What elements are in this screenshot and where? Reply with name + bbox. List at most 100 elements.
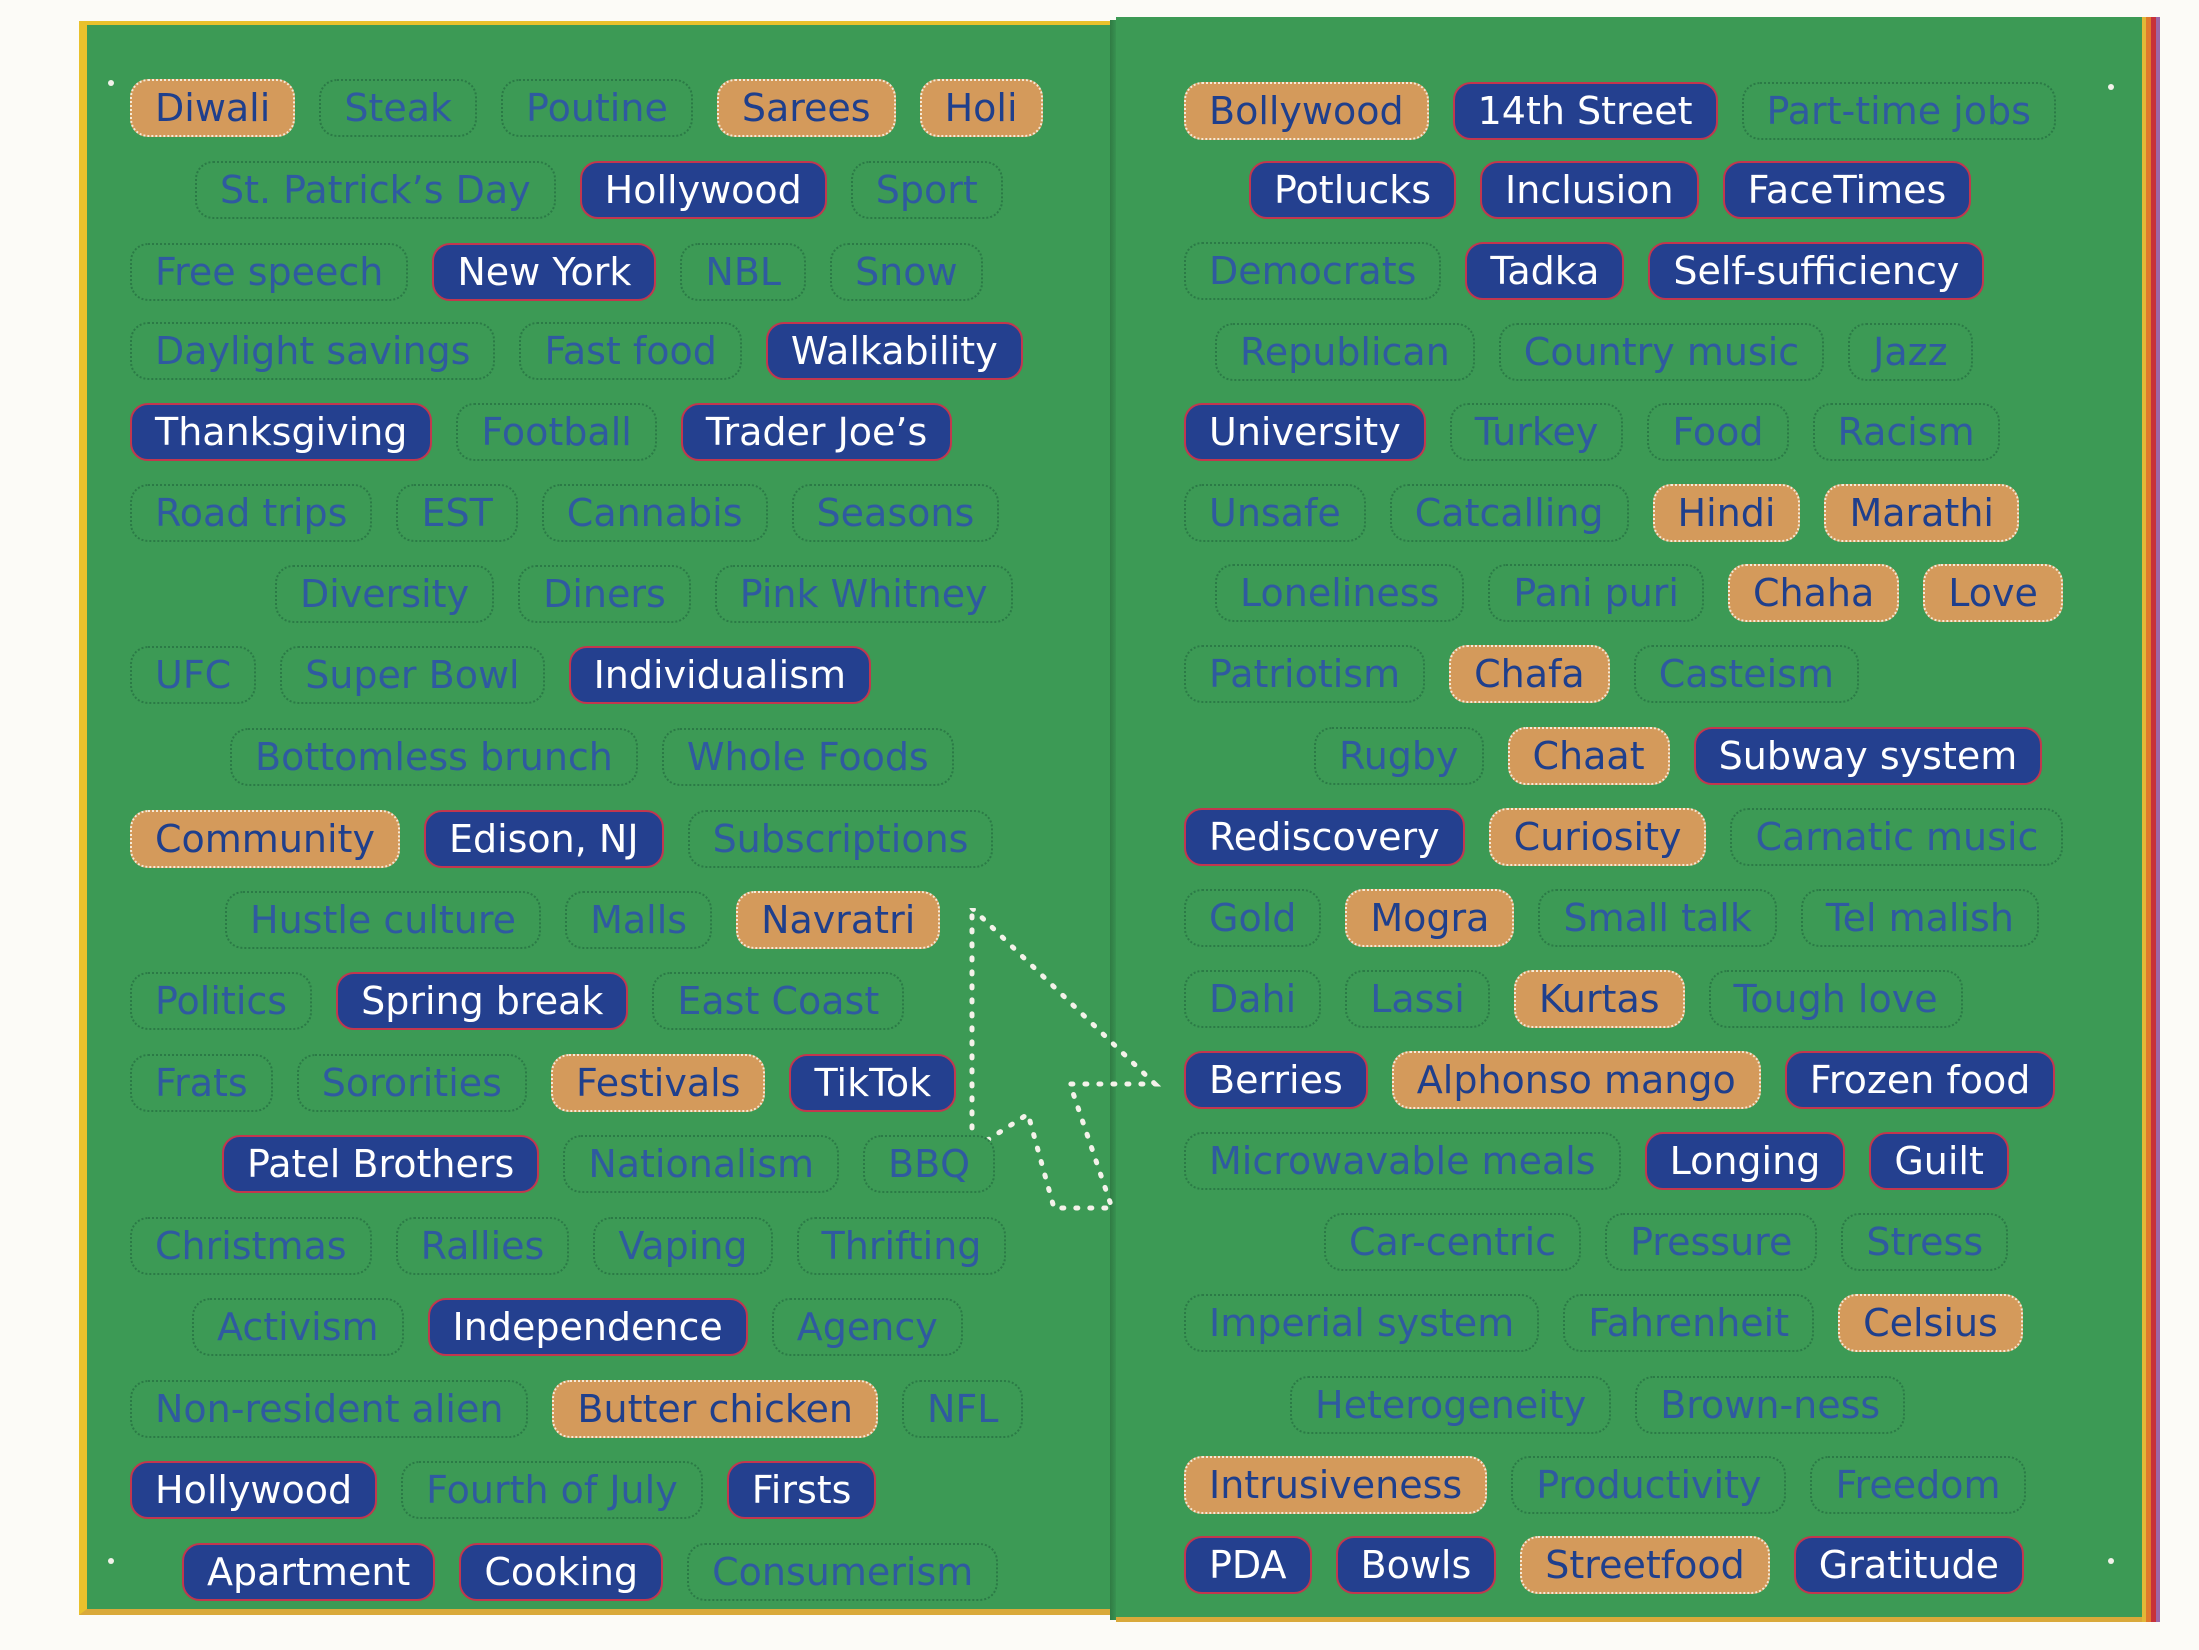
left-page-tag-neutral: UFC <box>130 646 257 704</box>
left-page-tag-blue: Walkability <box>765 322 1023 380</box>
right-page-tag-blue: Gratitude <box>1793 1536 2025 1594</box>
left-page-tag-neutral: Activism <box>192 1298 404 1356</box>
left-page-tag-neutral: Snow <box>830 243 983 301</box>
right-page-row: Car-centric Pressure Stress <box>1324 1213 2009 1271</box>
dotted-cursor-arrow-icon <box>969 908 1162 1211</box>
left-page-tag-blue: Apartment <box>182 1543 436 1601</box>
right-page-tag-neutral: Democrats <box>1184 242 1442 300</box>
left-page-row: Hollywood Fourth of July Firsts <box>130 1461 877 1519</box>
left-page-tag-neutral: Fourth of July <box>401 1461 703 1519</box>
left-page-row: Thanksgiving Football Trader Joe’s <box>130 403 953 461</box>
left-page-tag-blue: Patel Brothers <box>222 1135 540 1193</box>
left-page-row: Activism Independence Agency <box>192 1298 963 1356</box>
right-page-tag-neutral: Republican <box>1215 323 1475 381</box>
right-page-tag-orange: Streetfood <box>1520 1536 1770 1594</box>
right-page-tag-neutral: Rugby <box>1314 727 1484 785</box>
right-page-tag-neutral: Turkey <box>1449 403 1624 461</box>
left-page-tag-neutral: Poutine <box>501 79 693 137</box>
left-page-tag-neutral: East Coast <box>652 972 905 1030</box>
left-page-row: Non-resident alien Butter chicken NFL <box>130 1380 1024 1438</box>
left-page-tag-neutral: Road trips <box>130 484 373 542</box>
right-page-tag-neutral: Small talk <box>1538 889 1777 947</box>
corner-dot <box>108 1558 114 1564</box>
left-page-tag-orange: Holi <box>919 79 1043 137</box>
right-page-tag-blue: FaceTimes <box>1722 161 1972 219</box>
left-page-row: Hustle culture Malls Navratri <box>225 891 941 949</box>
right-page-tag-neutral: Brown-ness <box>1635 1376 1906 1434</box>
right-page-row: Bollywood 14th Street Part-time jobs <box>1184 82 2056 140</box>
right-page-tag-neutral: Freedom <box>1810 1456 2026 1514</box>
left-page-tag-neutral: Pink Whitney <box>714 565 1013 623</box>
right-page-tag-neutral: Microwavable meals <box>1184 1132 1621 1190</box>
left-page-tag-neutral: Rallies <box>395 1217 570 1275</box>
left-page-tag-neutral: Agency <box>771 1298 963 1356</box>
right-page-row: Republican Country music Jazz <box>1215 323 1973 381</box>
corner-dot <box>108 80 114 86</box>
right-page-tag-blue: Inclusion <box>1480 161 1699 219</box>
right-page-row: University Turkey Food Racism <box>1184 403 2000 461</box>
right-page-tag-neutral: Lassi <box>1345 970 1490 1028</box>
right-page-row: Unsafe Catcalling Hindi Marathi <box>1184 484 2019 542</box>
left-page-tag-neutral: Thrifting <box>796 1217 1007 1275</box>
right-page-tag-neutral: Gold <box>1184 889 1322 947</box>
right-page-tag-orange: Alphonso mango <box>1391 1051 1761 1109</box>
right-page-tag-blue: Rediscovery <box>1184 808 1465 866</box>
right-page-row: PDA Bowls Streetfood Gratitude <box>1184 1536 2025 1594</box>
left-page-tag-neutral: Fast food <box>519 322 742 380</box>
right-page-tag-neutral: Imperial system <box>1184 1294 1540 1352</box>
left-page-row: Bottomless brunch Whole Foods <box>230 728 954 786</box>
left-page-tag-neutral: Hustle culture <box>225 891 542 949</box>
right-page-tag-orange: Celsius <box>1838 1294 2023 1352</box>
right-page-row: Gold Mogra Small talk Tel malish <box>1184 889 2039 947</box>
right-page-row: Democrats Tadka Self-sufficiency <box>1184 242 1985 300</box>
left-page-tag-neutral: Free speech <box>130 243 409 301</box>
left-page-row: Community Edison, NJ Subscriptions <box>130 810 994 868</box>
left-page-row: Christmas Rallies Vaping Thrifting <box>130 1217 1007 1275</box>
right-page-tag-orange: Kurtas <box>1513 970 1685 1028</box>
left-page-tag-blue: Individualism <box>568 646 872 704</box>
left-page-tag-neutral: Nationalism <box>563 1135 840 1193</box>
right-page-tag-neutral: Heterogeneity <box>1290 1376 1612 1434</box>
right-page-tag-orange: Love <box>1923 564 2063 622</box>
right-page-tag-orange: Marathi <box>1824 484 2019 542</box>
right-page-tag-orange: Chaha <box>1728 564 1900 622</box>
right-page-row: Heterogeneity Brown-ness <box>1290 1376 1906 1434</box>
left-page-tag-neutral: Malls <box>565 891 713 949</box>
right-page-tag-neutral: Patriotism <box>1184 645 1426 703</box>
right-page-row: Patriotism Chafa Casteism <box>1184 645 1859 703</box>
left-page-tag-blue: Independence <box>427 1298 748 1356</box>
right-page-tag-blue: Potlucks <box>1249 161 1457 219</box>
left-page-tag-blue: Edison, NJ <box>423 810 664 868</box>
left-page-row: Road trips EST Cannabis Seasons <box>130 484 1000 542</box>
left-page-row: Politics Spring break East Coast <box>130 972 905 1030</box>
right-page-tag-neutral: Country music <box>1498 323 1825 381</box>
right-page-tag-blue: Guilt <box>1869 1132 2009 1190</box>
left-page-row: St. Patrick’s Day Hollywood Sport <box>195 161 1003 219</box>
left-page-tag-blue: TikTok <box>789 1054 957 1112</box>
corner-dot <box>2108 84 2114 90</box>
left-page-tag-neutral: Daylight savings <box>130 322 496 380</box>
left-page-tag-neutral: Diversity <box>275 565 495 623</box>
right-page-tag-neutral: Dahi <box>1184 970 1322 1028</box>
right-page-tag-orange: Mogra <box>1345 889 1515 947</box>
right-page-tag-neutral: Loneliness <box>1215 564 1465 622</box>
right-page-tag-orange: Chaat <box>1507 727 1670 785</box>
right-page-tag-neutral: Jazz <box>1848 323 1973 381</box>
left-page-row: Diwali Steak Poutine Sarees Holi <box>130 79 1043 137</box>
right-page-row: Intrusiveness Productivity Freedom <box>1184 1456 2026 1514</box>
left-page-tag-neutral: Subscriptions <box>687 810 994 868</box>
left-page-tag-neutral: NFL <box>902 1380 1024 1438</box>
right-page-tag-neutral: Productivity <box>1511 1456 1787 1514</box>
right-page-tag-orange: Intrusiveness <box>1184 1456 1488 1514</box>
left-page-tag-neutral: Frats <box>130 1054 273 1112</box>
left-page-tag-orange: Festivals <box>550 1054 766 1112</box>
right-page-tag-blue: Self-sufficiency <box>1648 242 1985 300</box>
left-page-tag-blue: New York <box>432 243 657 301</box>
left-page-tag-neutral: Seasons <box>791 484 1000 542</box>
right-page-tag-neutral: Food <box>1647 403 1789 461</box>
left-page-tag-orange: Butter chicken <box>552 1380 878 1438</box>
right-page-row: Potlucks Inclusion FaceTimes <box>1249 161 1972 219</box>
right-page-tag-neutral: Catcalling <box>1389 484 1629 542</box>
right-page-row: Berries Alphonso mango Frozen food <box>1184 1051 2056 1109</box>
left-page-tag-neutral: Vaping <box>593 1217 773 1275</box>
